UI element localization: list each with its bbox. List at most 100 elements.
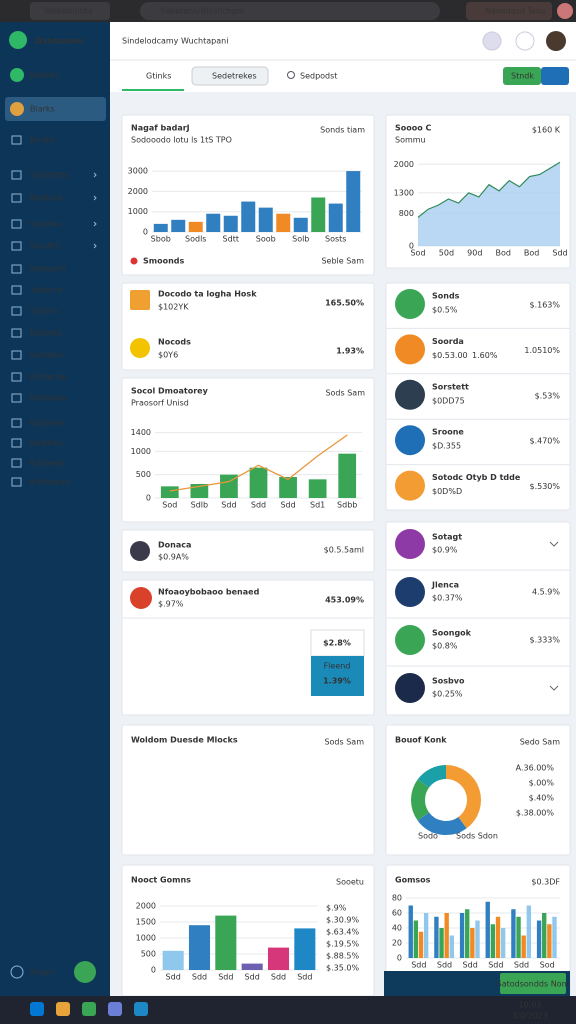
nav-item[interactable]: Bomaiais bbox=[30, 394, 67, 403]
x-tick-label: 50d bbox=[439, 249, 454, 258]
legend-label: $.40% bbox=[529, 794, 555, 803]
bar bbox=[470, 928, 475, 958]
icon-button[interactable] bbox=[482, 31, 502, 51]
nav-item[interactable]: Blarks bbox=[30, 105, 55, 114]
nav-item[interactable]: Sdtiohs bbox=[30, 307, 60, 316]
bar bbox=[511, 909, 516, 958]
line bbox=[169, 434, 348, 492]
card-subtitle: Praosorf Unisd bbox=[131, 399, 189, 408]
tab[interactable]: Gtinks bbox=[146, 72, 171, 81]
url[interactable]: Sebetahh/Blkshchprc bbox=[160, 7, 245, 16]
x-tick-label: Soob bbox=[256, 235, 276, 244]
nav-item[interactable]: Bknks bbox=[30, 136, 54, 145]
nav-item[interactable]: Basthes bbox=[30, 439, 62, 448]
card-link[interactable]: $0.3DF bbox=[531, 878, 560, 887]
bar bbox=[495, 916, 501, 958]
category-label: Sods Sdon bbox=[456, 832, 498, 841]
bar bbox=[536, 920, 542, 958]
nav-icon bbox=[10, 68, 24, 82]
card-link[interactable]: Sods Sam bbox=[325, 389, 365, 398]
nav-item[interactable]: Bosbtels bbox=[30, 419, 64, 428]
card-link[interactable]: Sods Sam bbox=[324, 738, 364, 747]
bar bbox=[490, 924, 496, 958]
nav-item[interactable]: Simtarsh bbox=[30, 265, 66, 274]
nav-item[interactable]: Bkbnks bbox=[30, 71, 59, 80]
nav-item[interactable]: Bedtrals bbox=[30, 194, 63, 203]
nav-item[interactable]: Sotrabrs bbox=[30, 351, 64, 360]
nav-item[interactable]: Snsores bbox=[30, 220, 61, 229]
x-tick-label: Sdd bbox=[166, 973, 181, 982]
url-bar bbox=[140, 2, 440, 20]
nav-item[interactable]: Sadenie bbox=[30, 286, 62, 295]
nav-icon bbox=[11, 170, 22, 180]
browser-tab bbox=[30, 2, 110, 20]
card-link[interactable]: Sooetu bbox=[336, 878, 364, 887]
bar bbox=[338, 453, 357, 498]
bar bbox=[444, 913, 449, 958]
taskbar-icon bbox=[30, 1002, 44, 1016]
metric-value: $102YK bbox=[158, 303, 189, 312]
nav-item[interactable]: Stagu bbox=[30, 968, 53, 977]
nav-item[interactable]: Bddsbedu bbox=[30, 478, 70, 487]
x-tick-label: Sd1 bbox=[310, 501, 325, 510]
chevron[interactable] bbox=[549, 541, 559, 547]
nav-item[interactable]: Sobotetts bbox=[30, 171, 68, 180]
bar bbox=[516, 916, 521, 958]
y-tick-label: 20 bbox=[392, 939, 402, 948]
fab[interactable] bbox=[74, 961, 96, 983]
bar bbox=[223, 215, 238, 232]
x-tick-label: Sod bbox=[162, 501, 177, 510]
side-label: $.9% bbox=[326, 904, 347, 913]
button bbox=[503, 67, 541, 85]
legend-label: Smoonds bbox=[143, 257, 185, 266]
x-tick-label: Sod bbox=[540, 961, 555, 970]
tab-title[interactable]: Naoedasd Tesu bbox=[485, 7, 545, 16]
donut-segment bbox=[417, 811, 467, 835]
chevron bbox=[93, 243, 97, 249]
search-input[interactable]: Sedpodst bbox=[300, 72, 337, 81]
icon-button[interactable] bbox=[515, 31, 535, 51]
card-title: Soooo C bbox=[395, 124, 432, 133]
asset-icon bbox=[395, 334, 425, 365]
legend-dot bbox=[130, 257, 138, 265]
card-title: Nagaf badarJ bbox=[131, 124, 190, 133]
date: 3/0/2023 bbox=[512, 1012, 548, 1021]
nav-icon bbox=[11, 306, 22, 316]
mini-card bbox=[311, 656, 364, 696]
mini-change: 1.39% bbox=[323, 677, 351, 686]
bar bbox=[465, 909, 470, 958]
card-link[interactable]: Sonds tiam bbox=[320, 126, 365, 135]
card-subtitle: Sodooodo lotu ls 1tS TPO bbox=[131, 136, 232, 145]
bar bbox=[311, 197, 326, 232]
bar bbox=[293, 217, 308, 232]
asset-note: 1.60% bbox=[472, 351, 498, 360]
bar bbox=[439, 928, 444, 958]
y-tick-label: 40 bbox=[392, 924, 402, 933]
bar bbox=[153, 223, 168, 232]
y-tick-label: 1400 bbox=[131, 428, 151, 437]
legend-label: Seble Sam bbox=[321, 257, 364, 266]
button-label[interactable]: Stndk bbox=[511, 72, 534, 81]
chevron[interactable] bbox=[549, 685, 559, 691]
card bbox=[121, 114, 375, 276]
asset-name: Sosbvo bbox=[432, 677, 465, 686]
page-title: Sindelodcamy Wuchtapani bbox=[122, 37, 228, 46]
nav-item[interactable]: Bosbots bbox=[30, 329, 62, 338]
nav-icon bbox=[11, 393, 22, 403]
card-link[interactable]: Sedo Sam bbox=[520, 738, 560, 747]
tab-title[interactable]: Stebeblocks bbox=[44, 7, 93, 16]
nav-item[interactable]: Rdsbeds bbox=[30, 459, 64, 468]
bar bbox=[449, 935, 454, 958]
card-link[interactable]: $160 K bbox=[532, 126, 561, 135]
asset-value: $0.37% bbox=[432, 594, 463, 603]
dropdown-label[interactable]: Sedetrekes bbox=[212, 72, 257, 81]
chevron bbox=[93, 221, 97, 227]
profile-name: Donaca bbox=[158, 541, 191, 550]
toast-label[interactable]: Satodsondds Nom bbox=[497, 980, 570, 989]
nav-item[interactable]: Dortends bbox=[30, 373, 67, 382]
nav-item[interactable]: Socdtts bbox=[30, 242, 60, 251]
asset-value: $0.9% bbox=[432, 546, 458, 555]
nav-icon bbox=[11, 477, 22, 487]
bar bbox=[500, 928, 506, 958]
toast-button bbox=[500, 973, 566, 994]
